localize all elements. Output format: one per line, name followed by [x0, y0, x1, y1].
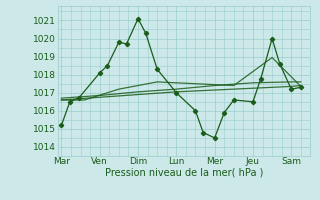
X-axis label: Pression niveau de la mer( hPa ): Pression niveau de la mer( hPa ): [105, 168, 263, 178]
